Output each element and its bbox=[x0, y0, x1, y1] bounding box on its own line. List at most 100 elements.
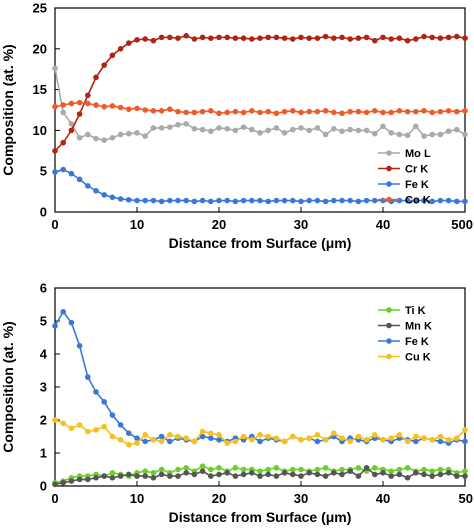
data-point-cu-k bbox=[249, 437, 255, 443]
data-point-co-k bbox=[117, 104, 124, 111]
data-point-fe-k bbox=[117, 422, 124, 428]
composition-chart-top: 0 5 10 15 20 25 0 10 20 30 40 500 Distance from Surf… bbox=[0, 1, 473, 252]
data-point-fe-k bbox=[257, 197, 263, 204]
data-point-cr-k bbox=[134, 37, 140, 43]
data-point-co-k bbox=[322, 108, 329, 114]
data-point-cu-k bbox=[306, 435, 313, 441]
data-point-mo-l bbox=[363, 127, 370, 134]
data-point-fe-k bbox=[60, 308, 66, 315]
data-point-mo-l bbox=[150, 125, 157, 131]
data-point-co-k bbox=[454, 108, 460, 115]
data-point-fe-k bbox=[462, 198, 468, 205]
data-point-mo-l bbox=[314, 125, 321, 131]
data-point-fe-k bbox=[101, 192, 107, 198]
data-point-co-k bbox=[355, 108, 362, 115]
data-point-cr-k bbox=[76, 111, 83, 117]
data-point-fe-k bbox=[232, 198, 239, 205]
data-point-fe-k bbox=[101, 399, 107, 405]
data-point-co-k bbox=[413, 108, 419, 115]
data-point-co-k bbox=[76, 99, 83, 106]
data-point-mo-l bbox=[76, 134, 83, 141]
data-point-cr-k bbox=[462, 35, 468, 41]
data-point-ti-k bbox=[314, 466, 321, 473]
data-point-mo-l bbox=[216, 125, 222, 131]
data-point-fe-k bbox=[429, 198, 436, 205]
data-point-fe-k bbox=[298, 198, 304, 205]
data-point-fe-k bbox=[52, 169, 58, 175]
data-point-fe-k bbox=[142, 438, 148, 445]
data-point-cr-k bbox=[249, 36, 255, 42]
data-point-fe-k bbox=[76, 176, 83, 183]
data-point-mo-l bbox=[85, 131, 91, 138]
data-point-mo-l bbox=[421, 133, 427, 139]
data-point-fe-k bbox=[462, 438, 468, 445]
data-point-cr-k bbox=[208, 35, 214, 41]
data-point-cr-k bbox=[191, 36, 198, 42]
data-point-fe-k bbox=[150, 197, 157, 204]
data-point-cu-k bbox=[322, 437, 329, 443]
data-point-mn-k bbox=[429, 473, 436, 479]
data-point-mn-k bbox=[199, 468, 206, 474]
data-point-co-k bbox=[183, 109, 189, 116]
data-point-fe-k bbox=[437, 197, 444, 204]
data-point-cu-k bbox=[462, 427, 468, 433]
data-point-mn-k bbox=[413, 470, 419, 476]
data-point-ti-k bbox=[175, 466, 181, 473]
data-point-mo-l bbox=[273, 125, 280, 131]
data-point-cu-k bbox=[117, 437, 124, 443]
data-point-cr-k bbox=[142, 36, 148, 42]
data-point-cu-k bbox=[273, 435, 280, 441]
data-point-ti-k bbox=[150, 470, 157, 476]
data-point-cu-k bbox=[331, 430, 337, 437]
data-point-fe-k bbox=[208, 198, 214, 205]
data-point-mo-l bbox=[208, 128, 214, 135]
x-tick-label: 10 bbox=[130, 491, 144, 506]
data-point-ti-k bbox=[158, 466, 165, 473]
data-point-mn-k bbox=[347, 468, 354, 474]
legend-label-co-k: Co K bbox=[405, 195, 431, 207]
x-tick-label: 0 bbox=[51, 217, 58, 232]
data-point-cr-k bbox=[421, 33, 427, 40]
data-point-cu-k bbox=[183, 435, 189, 441]
data-point-mo-l bbox=[462, 131, 468, 138]
data-point-cr-k bbox=[298, 34, 304, 41]
legend-marker-co-k bbox=[386, 196, 392, 203]
data-point-mo-l bbox=[372, 130, 378, 137]
data-point-mo-l bbox=[93, 135, 99, 142]
data-point-cr-k bbox=[347, 36, 354, 42]
data-point-mn-k bbox=[421, 471, 427, 478]
data-point-co-k bbox=[191, 109, 198, 116]
data-point-mo-l bbox=[240, 124, 247, 130]
data-point-mn-k bbox=[339, 471, 345, 478]
data-point-fe-k bbox=[454, 198, 460, 205]
x-tick-label: 10 bbox=[130, 217, 144, 232]
data-point-fe-k bbox=[404, 197, 411, 204]
data-point-fe-k bbox=[331, 197, 337, 204]
data-point-fe-k bbox=[85, 374, 91, 380]
y-tick-label: 25 bbox=[33, 1, 47, 16]
x-tick-label: 0 bbox=[51, 491, 58, 506]
data-point-cu-k bbox=[454, 435, 460, 441]
data-point-fe-k bbox=[126, 430, 132, 437]
data-point-fe-k bbox=[290, 197, 296, 204]
data-point-mn-k bbox=[281, 470, 288, 476]
data-point-cu-k bbox=[363, 437, 370, 443]
data-point-cr-k bbox=[257, 35, 263, 41]
data-point-mn-k bbox=[331, 470, 337, 476]
data-point-fe-k bbox=[257, 438, 263, 445]
data-point-mn-k bbox=[93, 474, 99, 481]
y-tick-label: 15 bbox=[33, 82, 47, 97]
data-point-mo-l bbox=[249, 126, 255, 133]
data-point-cu-k bbox=[339, 435, 345, 441]
data-point-ti-k bbox=[339, 466, 345, 473]
data-point-mo-l bbox=[306, 127, 313, 134]
data-point-cu-k bbox=[224, 440, 230, 446]
data-point-ti-k bbox=[273, 465, 280, 471]
data-point-cu-k bbox=[388, 435, 395, 441]
data-point-cu-k bbox=[281, 438, 288, 445]
data-point-fe-k bbox=[126, 196, 132, 203]
data-point-mn-k bbox=[60, 479, 66, 486]
data-point-cu-k bbox=[437, 433, 444, 440]
data-point-fe-k bbox=[347, 197, 354, 204]
